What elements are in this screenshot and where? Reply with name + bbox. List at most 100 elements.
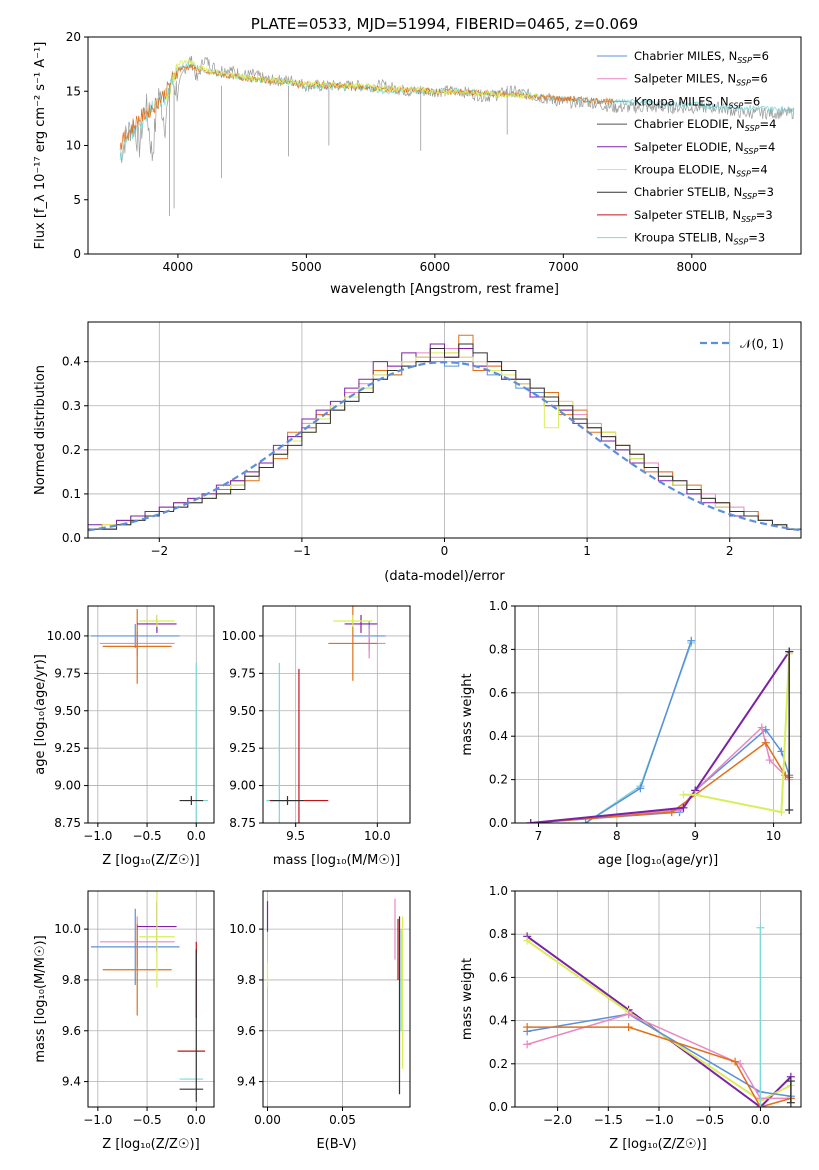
y-tick-label: 10.00: [222, 629, 256, 643]
legend: 𝒩(0, 1): [700, 337, 784, 351]
massweight-marker: [679, 803, 688, 812]
y-tick-label: 8.75: [229, 816, 256, 830]
x-tick-label: −1.0: [83, 1113, 112, 1127]
x-tick-label: 8000: [677, 260, 708, 274]
y-tick-label: 9.25: [54, 741, 81, 755]
y-tick-label: 0.3: [62, 399, 81, 413]
x-tick-label: 9: [691, 829, 699, 843]
y-tick-label: 1.0: [489, 599, 508, 613]
y-tick-label: 9.4: [62, 1075, 81, 1089]
massweight-marker: [761, 738, 770, 747]
y-axis-label: age [log₁₀(age/yr)]: [33, 654, 48, 775]
normal-curve: [88, 360, 801, 532]
y-tick-label: 10: [66, 139, 81, 153]
y-tick-label: 8.75: [54, 816, 81, 830]
massweight-marker: [636, 784, 645, 793]
x-tick-label: −0.5: [695, 1113, 724, 1127]
plot-area: [88, 334, 801, 538]
massweight-marker: [785, 805, 794, 814]
x-axis-label: Z [log₁₀(Z/Z☉)]: [609, 1137, 706, 1152]
massweight-marker: [691, 790, 700, 799]
legend-entry: Kroupa ELODIE, NSSP=4: [634, 163, 768, 179]
y-tick-label: 0.2: [489, 773, 508, 787]
x-tick-label: 4000: [163, 260, 194, 274]
x-tick-label: −2.0: [543, 1113, 572, 1127]
y-tick-label: 9.00: [229, 779, 256, 793]
x-tick-label: −1.5: [594, 1113, 623, 1127]
x-tick-label: 10.0: [364, 829, 391, 843]
y-tick-label: 10.0: [54, 922, 81, 936]
massweight-series-5: [530, 651, 791, 823]
legend-entry: Kroupa STELIB, NSSP=3: [634, 231, 765, 247]
x-tick-label: 0: [441, 544, 449, 558]
y-tick-label: 10.00: [47, 629, 81, 643]
x-axis-label: E(B-V): [316, 1137, 356, 1152]
plot-area: [90, 608, 209, 823]
massweight-series-2: [527, 1013, 792, 1097]
y-tick-label: 0.6: [489, 970, 508, 984]
x-axis-label: wavelength [Angstrom, rest frame]: [330, 282, 559, 297]
axes-frame: [87, 605, 215, 824]
x-tick-label: 2: [726, 544, 734, 558]
y-tick-label: 9.25: [229, 741, 256, 755]
axes-frame: [262, 605, 411, 824]
y-tick-label: 9.50: [229, 704, 256, 718]
y-tick-label: 0.1: [62, 487, 81, 501]
legend-entry: 𝒩(0, 1): [740, 337, 784, 351]
errorbar-point: [102, 608, 172, 684]
y-tick-label: 9.75: [229, 666, 256, 680]
massweight-series-1: [526, 939, 792, 1102]
massweight-series-6: [683, 653, 791, 814]
legend-entry: Salpeter STELIB, NSSP=3: [634, 208, 773, 224]
massweight-marker: [523, 936, 532, 945]
y-tick-label: 9.75: [54, 666, 81, 680]
y-tick-label: 15: [66, 84, 81, 98]
errorbar-point: [102, 924, 172, 1016]
x-tick-label: 0.00: [254, 1113, 281, 1127]
y-tick-label: 0.8: [489, 927, 508, 941]
panel-mass_vs_ebv: 0.00 0.05 9.4 9.6 9.8 10.0 E(B-V): [229, 890, 411, 1152]
y-tick-label: 0.2: [62, 443, 81, 457]
y-tick-label: 5: [73, 193, 81, 207]
axes-frame: [262, 890, 411, 1108]
massweight-marker: [765, 756, 774, 765]
x-axis-label: Z [log₁₀(Z/Z☉)]: [102, 1137, 199, 1152]
y-tick-label: 9.8: [62, 973, 81, 987]
errorbar-point: [90, 908, 180, 986]
y-tick-label: 1.0: [489, 884, 508, 898]
x-tick-label: 9.5: [286, 829, 305, 843]
x-tick-label: 5000: [291, 260, 322, 274]
axes-frame: [514, 605, 802, 824]
x-axis-label: age [log₁₀(age/yr)]: [598, 853, 719, 868]
legend-entry: Chabrier STELIB, NSSP=3: [634, 185, 774, 201]
axes-frame: [514, 890, 802, 1108]
massweight-series-3: [530, 726, 790, 823]
spectrum-series-2: [119, 63, 615, 150]
panel-spectrum: 4000 5000 6000 7000 8000 0 5 10 15 20 wavelength […: [33, 15, 802, 297]
x-tick-label: 0.05: [329, 1113, 356, 1127]
y-tick-label: 9.8: [237, 973, 256, 987]
massweight-marker: [731, 1057, 740, 1066]
errorbar-point: [90, 623, 180, 648]
x-tick-label: −0.5: [132, 1113, 161, 1127]
panel-residuals: −2 −1 0 1 2 0.0 0.1 0.2 0.3 0.4 (data-model)/error…: [33, 321, 802, 584]
x-tick-label: 8: [613, 829, 621, 843]
plot-area: [523, 923, 795, 1107]
panel-age_vs_mass: 9.5 10.0 8.75 9.00 9.25 9.50 9.75 10.00 mass [lo…: [222, 605, 411, 868]
y-axis-label: mass weight: [460, 673, 475, 755]
errorbar-point: [333, 614, 373, 627]
histogram-series-5: [88, 343, 801, 538]
x-tick-label: −1: [293, 544, 311, 558]
errorbar-point: [271, 796, 304, 806]
massweight-marker: [786, 1098, 795, 1107]
plot-area: [266, 606, 386, 823]
plot-area: [90, 891, 206, 1102]
massweight-marker: [756, 1103, 765, 1107]
x-tick-label: −1.0: [83, 829, 112, 843]
y-tick-label: 9.6: [62, 1024, 81, 1038]
legend: Chabrier MILES, NSSP=6 Salpeter MILES, NS…: [597, 49, 776, 247]
massweight-series-0: [585, 642, 693, 823]
y-tick-label: 9.00: [54, 779, 81, 793]
x-tick-label: −1.0: [644, 1113, 673, 1127]
plot-area: [526, 636, 794, 823]
